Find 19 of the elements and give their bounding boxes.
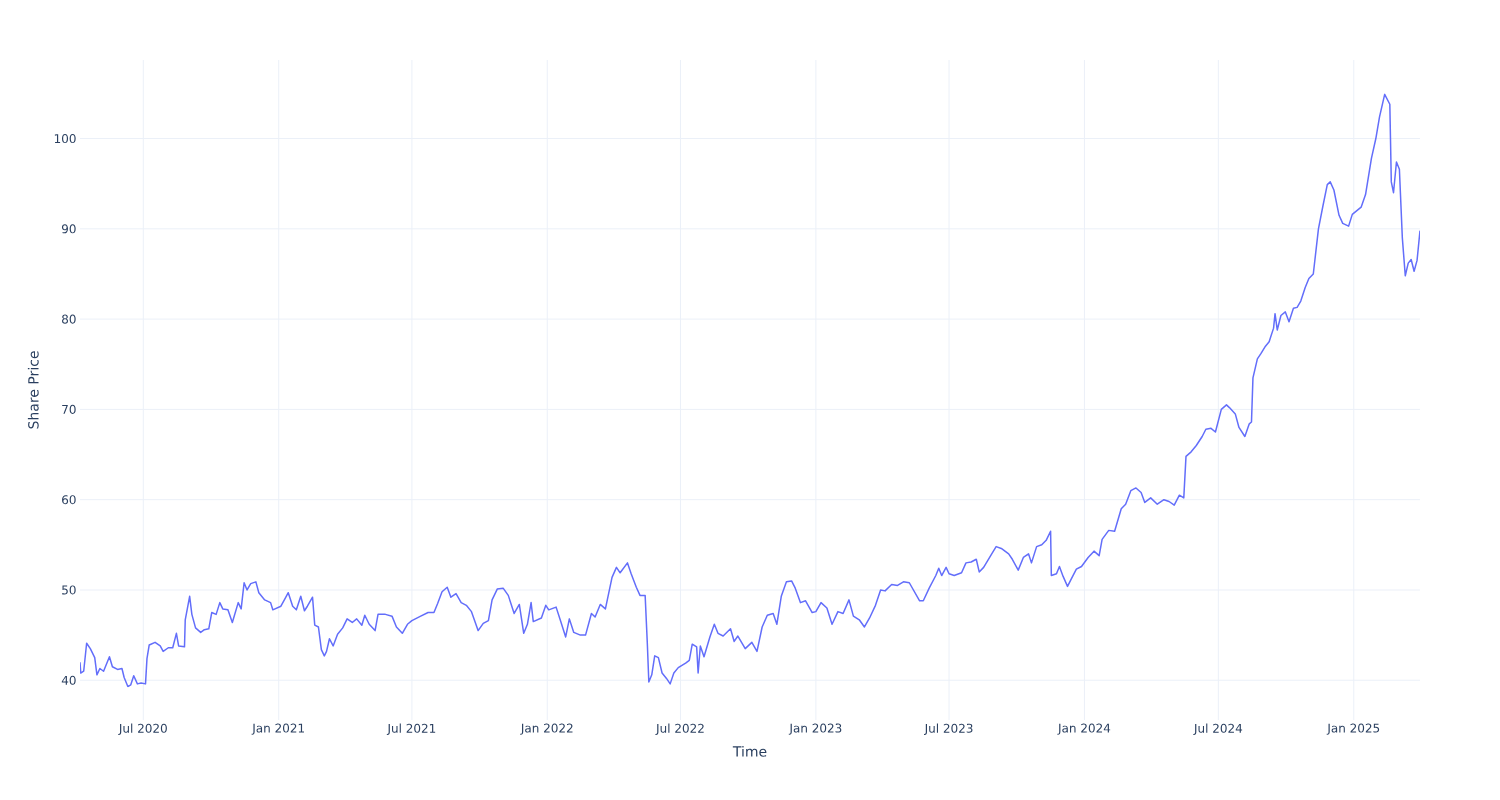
y-tick-label: 100 xyxy=(54,134,76,144)
x-tick-label: Jul 2022 xyxy=(655,723,704,736)
x-tick-label: Jan 2022 xyxy=(520,723,573,735)
y-tick-label: 50 xyxy=(62,585,76,595)
x-axis-title: Time xyxy=(732,745,767,757)
y-tick-label: 70 xyxy=(62,404,76,414)
x-tick-label: Jan 2025 xyxy=(1326,723,1380,735)
x-tick-label: Jul 2024 xyxy=(1193,723,1243,736)
x-tick-label: Jan 2021 xyxy=(251,723,304,735)
y-axis-title: Share Price xyxy=(27,351,39,429)
y-tick-label: 90 xyxy=(61,224,76,234)
y-tick-label: 60 xyxy=(62,495,76,505)
x-tick-label: Jul 2020 xyxy=(118,723,167,736)
x-tick-label: Jul 2023 xyxy=(924,723,973,736)
x-tick-label: Jan 2023 xyxy=(788,723,842,735)
y-tick-label: 80 xyxy=(62,314,76,324)
y-tick-label: 40 xyxy=(61,675,76,685)
x-tick-label: Jan 2024 xyxy=(1057,723,1111,735)
x-tick-label: Jul 2021 xyxy=(386,723,436,736)
